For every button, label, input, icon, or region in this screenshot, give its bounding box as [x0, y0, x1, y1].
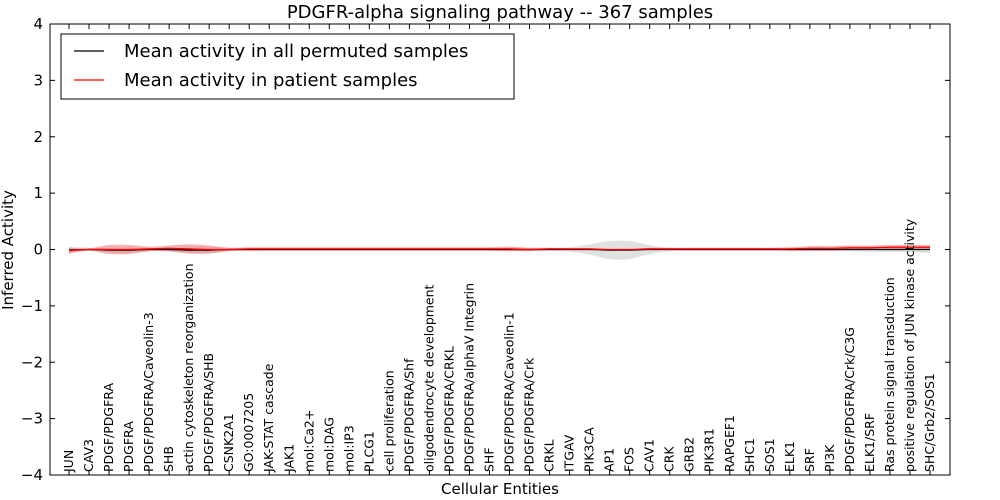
- y-tick-label: −1: [21, 297, 43, 315]
- legend-entry-label: Mean activity in all permuted samples: [124, 41, 468, 62]
- x-tick-label: PDGF/PDGFRA: [101, 383, 116, 472]
- x-tick-label: mol:DAG: [321, 417, 336, 472]
- y-tick-label: −2: [21, 353, 43, 371]
- y-tick-label: −4: [21, 466, 43, 484]
- x-tick-label: JUN: [61, 450, 76, 473]
- x-tick-label: SHF: [481, 447, 496, 472]
- x-tick-label: PLCG1: [361, 431, 376, 472]
- y-tick-label: 1: [33, 184, 43, 202]
- x-tick-labels: JUN CAV3 PDGF/PDGFRA PDGFRA PDGF/PDGFRA/Cave…: [61, 218, 937, 473]
- x-tick-label: mol:IP3: [341, 425, 356, 472]
- x-tick-label: SHB: [161, 446, 176, 472]
- x-tick-label: CSNK2A1: [221, 413, 236, 472]
- legend-entry-label: Mean activity in patient samples: [124, 70, 418, 91]
- x-tick-label: PDGFRA: [121, 421, 136, 472]
- x-tick-label: SHC1: [742, 438, 757, 472]
- x-tick-label: SHC/Grb2/SOS1: [922, 373, 937, 472]
- y-tick-label: 4: [33, 15, 43, 33]
- series-lines: [68, 246, 930, 252]
- x-tick-label: PDGF/PDGFRA/Caveolin-1: [502, 312, 517, 472]
- x-tick-label: PDGF/PDGFRA/Shf: [401, 358, 416, 472]
- x-tick-label: JAK-STAT cascade: [261, 363, 276, 473]
- axes: −4 −3 −2 −1 0 1 2 3 4: [21, 15, 951, 484]
- x-tick-label: actin cytoskeleton reorganization: [181, 263, 196, 472]
- x-tick-label: positive regulation of JUN kinase activi…: [902, 218, 917, 472]
- y-tick-label: 2: [33, 128, 43, 146]
- x-tick-label: PDGF/PDGFRA/SHB: [201, 353, 216, 472]
- x-tick-label: PI3K: [822, 444, 837, 472]
- x-tick-label: Ras protein signal transduction: [882, 277, 897, 472]
- x-tick-label: CAV3: [81, 439, 96, 472]
- x-tick-label: FOS: [622, 447, 637, 472]
- x-tick-label: PIK3CA: [582, 427, 597, 472]
- y-tick-label: −3: [21, 410, 43, 428]
- legend-box: [60, 33, 515, 100]
- x-tick-label: CRKL: [542, 439, 557, 472]
- x-tick-label: JAK1: [281, 444, 296, 473]
- x-tick-label: PDGF/PDGFRA/alphaV Integrin: [461, 283, 476, 472]
- y-axis-label: Inferred Activity: [0, 190, 17, 310]
- x-tick-label: PDGF/PDGFRA/Caveolin-3: [141, 312, 156, 472]
- x-tick-label: GO:0007205: [241, 393, 256, 472]
- x-tick-label: PIK3R1: [702, 428, 717, 472]
- y-tick-label: 3: [33, 71, 43, 89]
- x-tick-label: SOS1: [762, 438, 777, 472]
- x-tick-label: CAV1: [642, 439, 657, 472]
- x-tick-label: PDGF/PDGFRA/Crk: [522, 357, 537, 472]
- y-tick-label: 0: [33, 241, 43, 259]
- x-tick-label: ELK1: [782, 441, 797, 472]
- x-tick-label: ELK1/SRF: [862, 413, 877, 472]
- x-tick-label: RAPGEF1: [722, 415, 737, 472]
- series-line-patient: [68, 246, 930, 252]
- x-axis-label: Cellular Entities: [441, 480, 559, 498]
- x-tick-label: cell proliferation: [381, 370, 396, 472]
- x-tick-label: PDGF/PDGFRA/CRKL: [441, 346, 456, 472]
- x-tick-label: AP1: [602, 448, 617, 472]
- x-tick-label: mol:Ca2+: [301, 410, 316, 472]
- x-tick-label: GRB2: [682, 437, 697, 472]
- x-tick-label: CRK: [662, 446, 677, 472]
- x-tick-label: SRF: [802, 448, 817, 472]
- chart-title: PDGFR-alpha signaling pathway -- 367 sam…: [287, 2, 713, 23]
- x-tick-label: ITGAV: [562, 434, 577, 472]
- x-tick-label: oligodendrocyte development: [421, 284, 436, 472]
- legend: Mean activity in all permuted samples Mea…: [60, 33, 515, 100]
- x-tick-label: PDGF/PDGFRA/Crk/C3G: [842, 327, 857, 472]
